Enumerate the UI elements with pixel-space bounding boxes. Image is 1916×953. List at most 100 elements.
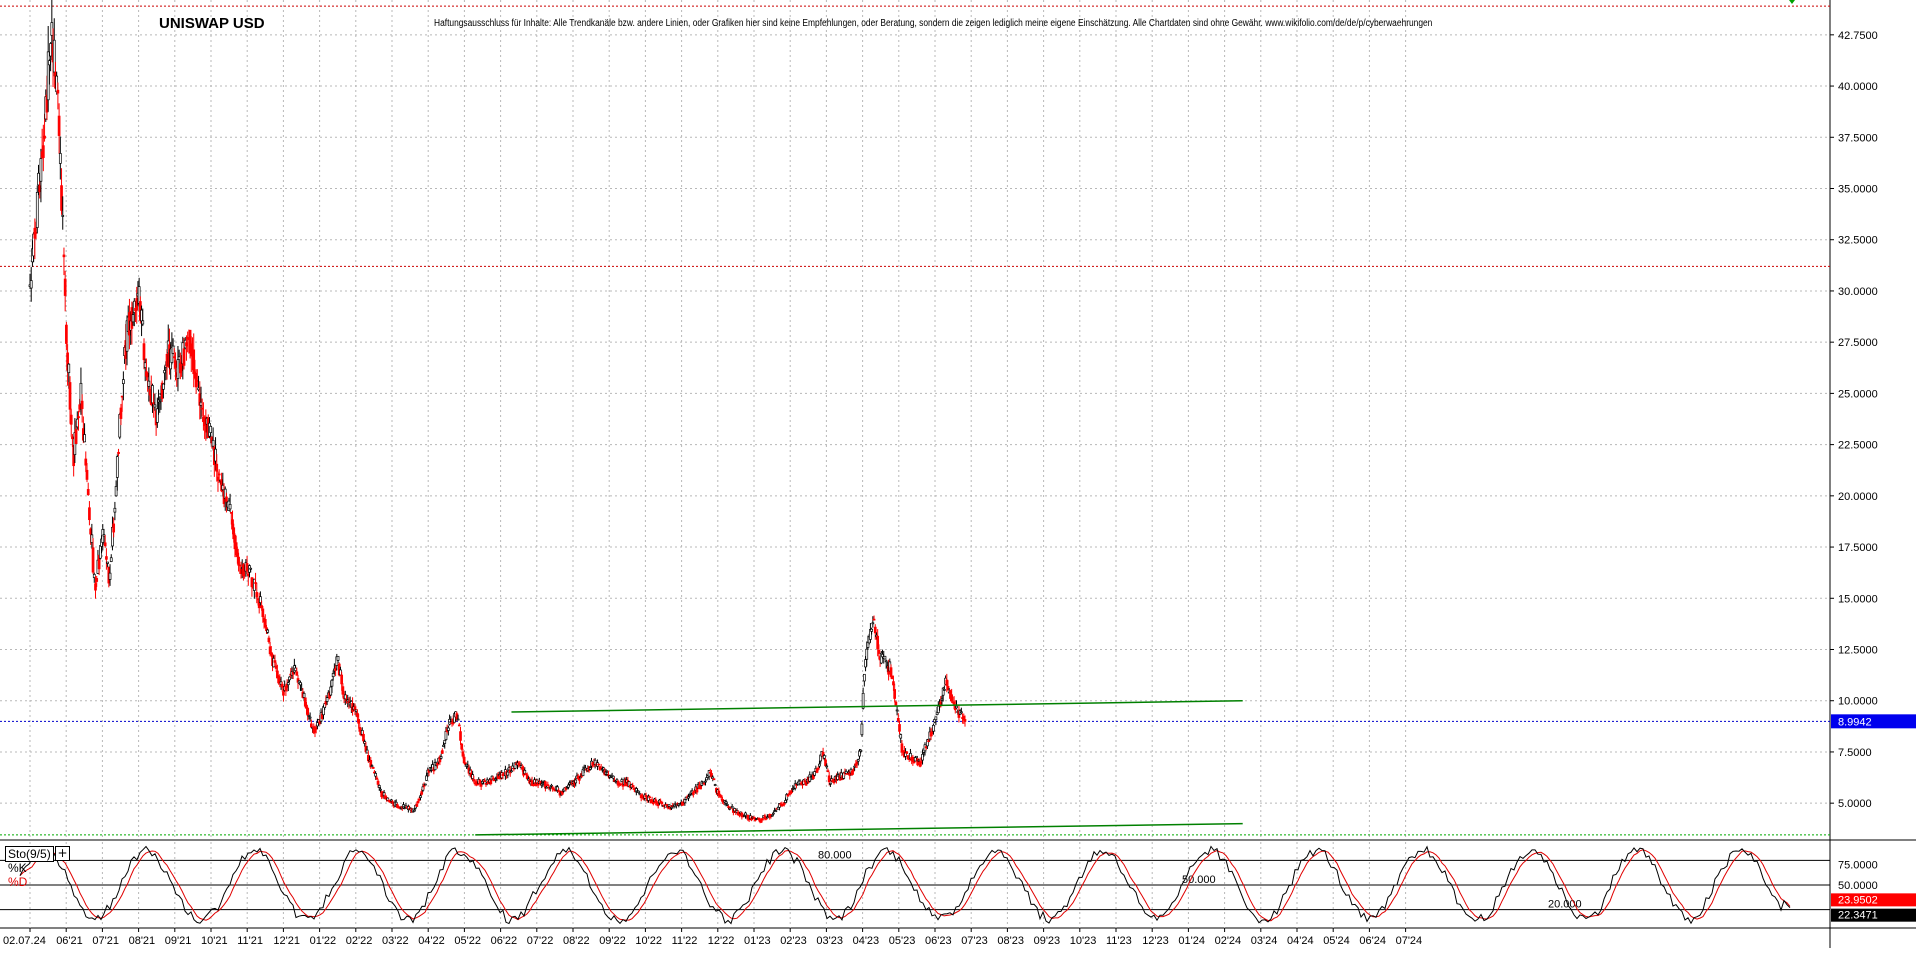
candle [216, 476, 220, 481]
x-tick-label: 06'22 [491, 935, 518, 947]
candle [192, 349, 196, 375]
candle [719, 795, 723, 798]
candle [274, 665, 278, 669]
candle [60, 185, 63, 211]
x-tick-label: 05'24 [1323, 935, 1350, 947]
candle [710, 773, 713, 778]
candle [915, 755, 918, 758]
candle [620, 779, 624, 782]
candle [239, 568, 243, 574]
candle [165, 353, 169, 367]
stochastic-panel: 80.00050.00020.00075.000050.000023.95022… [0, 845, 1916, 925]
candle [85, 469, 89, 480]
candle [362, 733, 365, 742]
candle [433, 762, 437, 771]
candle [683, 799, 687, 804]
candle [921, 753, 924, 761]
candle [637, 790, 641, 793]
y-tick-label: 25.0000 [1838, 388, 1878, 400]
candle [705, 777, 709, 781]
candle [877, 649, 881, 654]
stoch-k-value: 22.3471 [1838, 910, 1878, 922]
x-tick-label: 11'23 [1106, 935, 1132, 947]
candle [314, 727, 318, 730]
candle [711, 776, 715, 779]
candle [69, 414, 73, 425]
candle [71, 436, 74, 440]
candle [92, 574, 96, 578]
candle [924, 746, 928, 749]
stoch-y-label: 50.0000 [1838, 880, 1878, 892]
candle [919, 761, 923, 764]
candle [479, 783, 483, 787]
candle [119, 407, 123, 419]
x-tick-label: 09'21 [165, 935, 192, 947]
candle [423, 783, 427, 786]
candle [282, 691, 285, 696]
candle [899, 734, 903, 739]
candle [294, 667, 297, 671]
candle [455, 713, 459, 720]
candle [531, 783, 535, 787]
candle [960, 711, 963, 714]
candle [774, 810, 778, 813]
y-tick-label: 7.5000 [1838, 747, 1872, 759]
candle [832, 778, 836, 784]
stoch-y-label: 75.0000 [1838, 860, 1878, 872]
candle [870, 628, 873, 632]
y-tick-label: 35.0000 [1838, 183, 1878, 195]
candle [525, 774, 529, 779]
candle [394, 801, 398, 805]
x-tick-label: 06'23 [925, 935, 952, 947]
candle [84, 458, 88, 466]
stoch-d-tag [1831, 893, 1916, 907]
candle [215, 463, 219, 472]
candle [291, 671, 295, 675]
candle [712, 778, 716, 781]
candle [375, 777, 379, 780]
candle [46, 51, 50, 101]
y-tick-label: 42.7500 [1838, 30, 1878, 42]
candle [506, 771, 510, 776]
candle [730, 805, 734, 809]
candle [29, 280, 33, 289]
candle [678, 803, 682, 806]
candle [494, 778, 498, 780]
candle [827, 775, 831, 783]
candle [370, 765, 374, 768]
candle [256, 598, 260, 601]
candle [667, 804, 671, 807]
candle [41, 145, 45, 158]
candle [556, 786, 559, 791]
x-tick-label: 11'21 [237, 935, 263, 947]
candle [278, 678, 282, 681]
x-tick-label: 02'24 [1215, 935, 1242, 947]
candle [864, 659, 867, 668]
candle [63, 278, 67, 296]
candle [177, 356, 181, 360]
candle [913, 757, 917, 762]
y-tick-label: 32.5000 [1838, 235, 1878, 247]
candle [365, 749, 369, 754]
candle [898, 724, 901, 732]
candle [950, 694, 954, 702]
x-tick-label: 06'21 [56, 935, 83, 947]
trendline [475, 822, 1243, 836]
candle [67, 363, 71, 374]
candle [826, 770, 830, 773]
stoch-level-label: 80.000 [818, 849, 852, 861]
candle [117, 451, 120, 454]
candle [619, 783, 622, 786]
candle [770, 814, 774, 817]
candle [650, 799, 654, 802]
candle [917, 759, 921, 762]
candle [670, 806, 673, 809]
candle [946, 685, 950, 691]
y-tick-label: 17.5000 [1838, 542, 1878, 554]
candle [131, 314, 135, 323]
candle [221, 484, 225, 491]
add-indicator-icon[interactable]: + [55, 846, 70, 861]
indicator-label[interactable]: Sto(9/5) [5, 846, 54, 862]
candle [135, 298, 139, 311]
